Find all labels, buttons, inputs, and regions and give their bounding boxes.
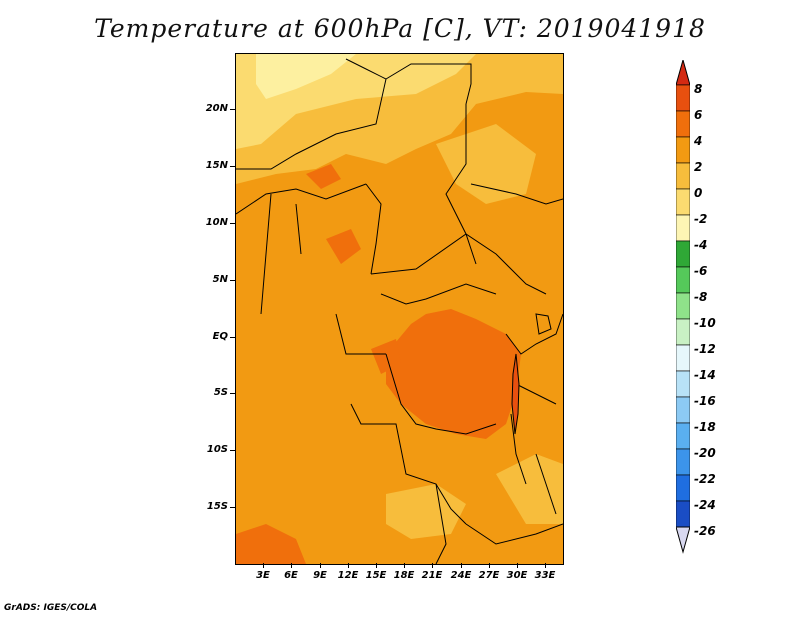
colorbar-segment — [675, 214, 691, 242]
lat-label: 20N — [205, 103, 228, 114]
zone-south-cool — [386, 484, 466, 539]
lon-label: 27E — [478, 570, 500, 581]
colorbar-segment — [675, 422, 691, 450]
colorbar-segment — [675, 318, 691, 346]
colorbar-segment — [675, 370, 691, 398]
colorbar-label: 0 — [694, 186, 703, 200]
lon-label: 30E — [506, 570, 528, 581]
lake-victoria — [535, 313, 552, 335]
temperature-map — [235, 53, 564, 565]
colorbar-label: -18 — [694, 420, 716, 434]
colorbar-label: 6 — [694, 108, 703, 122]
zone-chad-warm — [306, 164, 341, 189]
country-borders — [236, 58, 563, 564]
colorbar-top-arrow — [675, 58, 691, 86]
colorbar-label: 8 — [694, 82, 703, 96]
colorbar-segment — [675, 292, 691, 320]
lat-label: EQ — [212, 331, 228, 342]
colorbar-segment — [675, 266, 691, 294]
zone-southwest-warm — [236, 524, 306, 564]
lat-label: 5S — [213, 387, 228, 398]
colorbar-segment — [675, 344, 691, 372]
colorbar-segment — [675, 162, 691, 190]
colorbar-label: -8 — [694, 290, 708, 304]
zone-southeast-cool — [496, 454, 563, 524]
lake-tanganyika — [511, 353, 520, 435]
colorbar-label: -12 — [694, 342, 716, 356]
colorbar-label: -20 — [694, 446, 716, 460]
lat-label: 10N — [205, 217, 228, 228]
lon-label: 33E — [534, 570, 556, 581]
colorbar-label: -16 — [694, 394, 716, 408]
zone-gabon-warm — [371, 339, 401, 374]
zone-nigeria-warm — [326, 229, 361, 264]
lon-label: 6E — [284, 570, 298, 581]
colorbar-segment — [675, 474, 691, 502]
colorbar — [675, 58, 691, 564]
colorbar-segment — [675, 136, 691, 164]
colorbar-segment — [675, 84, 691, 112]
lon-label: 18E — [393, 570, 415, 581]
lat-label: 15N — [205, 160, 228, 171]
zone-east-cool — [436, 124, 536, 204]
colorbar-label: -14 — [694, 368, 716, 382]
lon-label: 12E — [337, 570, 359, 581]
colorbar-label: -6 — [694, 264, 708, 278]
colorbar-label: -26 — [694, 524, 716, 538]
zone-congo-warm — [386, 309, 521, 439]
lat-label: 5N — [212, 274, 228, 285]
lat-label: 15S — [206, 501, 228, 512]
colorbar-label: -24 — [694, 498, 716, 512]
zone-north-cold — [256, 54, 356, 99]
colorbar-label: -10 — [694, 316, 716, 330]
colorbar-label: -2 — [694, 212, 708, 226]
lon-label: 21E — [421, 570, 443, 581]
colorbar-label: -22 — [694, 472, 716, 486]
colorbar-segment — [675, 188, 691, 216]
footer-credit: GrADS: IGES/COLA — [4, 603, 98, 613]
colorbar-segment — [675, 396, 691, 424]
colorbar-label: 2 — [694, 160, 703, 174]
chart-title: Temperature at 600hPa [C], VT: 201904191… — [94, 14, 706, 43]
colorbar-segment — [675, 500, 691, 528]
lon-label: 15E — [365, 570, 387, 581]
lon-label: 9E — [313, 570, 327, 581]
lat-label: 10S — [206, 444, 228, 455]
colorbar-label: -4 — [694, 238, 708, 252]
lon-label: 24E — [450, 570, 472, 581]
colorbar-label: 4 — [694, 134, 703, 148]
colorbar-segment — [675, 110, 691, 138]
colorbar-bottom-arrow — [675, 526, 691, 554]
colorbar-segment — [675, 240, 691, 268]
lon-label: 3E — [256, 570, 270, 581]
colorbar-segment — [675, 448, 691, 476]
